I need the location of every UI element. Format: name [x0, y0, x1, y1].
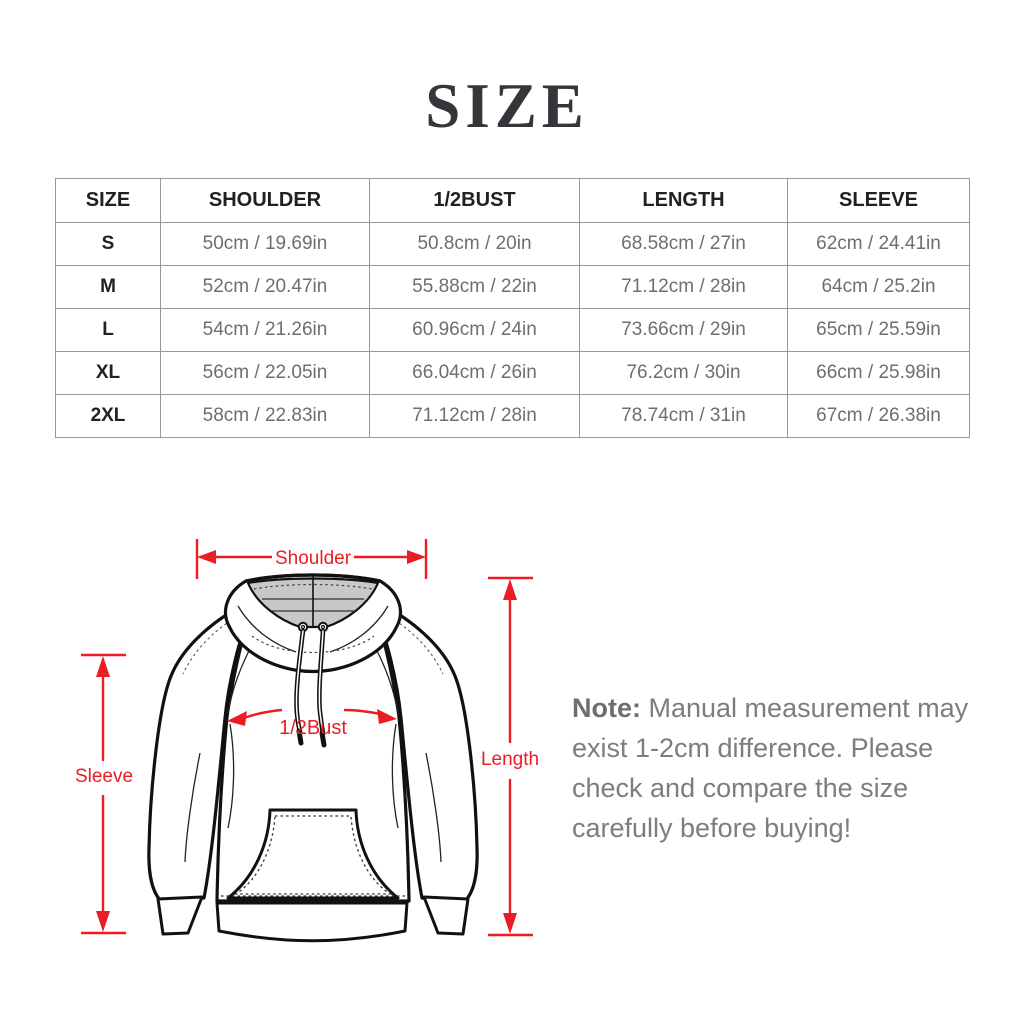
note-line: Note: Manual measurement may — [572, 688, 982, 728]
hoodie-hem-band — [215, 901, 409, 943]
length-cell: 76.2cm / 30in — [579, 351, 788, 395]
col-header-sleeve: SLEEVE — [787, 178, 970, 223]
shoulder-dimension — [195, 539, 428, 579]
collar-stitching — [251, 635, 375, 654]
drawstrings — [294, 628, 327, 748]
sleeve-dimension-label: Sleeve — [75, 766, 133, 787]
length-dimension — [488, 576, 533, 937]
sleeve-cell: 65cm / 25.59in — [787, 308, 970, 352]
hoodie-measurement-diagram: Shoulder Sleeve Length 1/2Bust — [75, 539, 539, 943]
hoodie-sleeves — [147, 598, 479, 904]
note-line: carefully before buying! — [572, 813, 852, 843]
shoulder-cell: 52cm / 20.47in — [160, 265, 370, 309]
table-row: M 52cm / 20.47in 55.88cm / 22in 71.12cm … — [55, 265, 970, 309]
note-text: Manual measurement may — [641, 693, 969, 723]
pocket-stitching — [233, 815, 393, 895]
note-line: exist 1-2cm difference. Please — [572, 733, 934, 763]
length-cell: 78.74cm / 31in — [579, 394, 788, 438]
shoulder-cell: 56cm / 22.05in — [160, 351, 370, 395]
hoodie-cuffs — [156, 895, 470, 936]
col-header-length: LENGTH — [579, 178, 788, 223]
shoulder-cell: 58cm / 22.83in — [160, 394, 370, 438]
size-cell: XL — [55, 351, 161, 395]
length-dimension-label: Length — [481, 749, 539, 770]
halfbust-cell: 55.88cm / 22in — [369, 265, 580, 309]
length-cell: 68.58cm / 27in — [579, 222, 788, 266]
size-cell: 2XL — [55, 394, 161, 438]
col-header-halfbust: 1/2BUST — [369, 178, 580, 223]
note-line: check and compare the size — [572, 773, 909, 803]
sleeve-cell: 64cm / 25.2in — [787, 265, 970, 309]
note-prefix: Note: — [572, 693, 641, 723]
halfbust-cell: 66.04cm / 26in — [369, 351, 580, 395]
measurement-note: Note: Manual measurement may exist 1-2cm… — [572, 688, 982, 848]
col-header-size: SIZE — [55, 178, 161, 223]
table-row: 2XL 58cm / 22.83in 71.12cm / 28in 78.74c… — [55, 394, 970, 438]
halfbust-cell: 50.8cm / 20in — [369, 222, 580, 266]
halfbust-dimension-label: 1/2Bust — [279, 717, 347, 739]
sleeve-cell: 66cm / 25.98in — [787, 351, 970, 395]
col-header-shoulder: SHOULDER — [160, 178, 370, 223]
halfbust-cell: 60.96cm / 24in — [369, 308, 580, 352]
halfbust-cell: 71.12cm / 28in — [369, 394, 580, 438]
page-title: SIZE — [425, 71, 589, 141]
shoulder-dimension-label: Shoulder — [275, 548, 352, 569]
sleeve-cell: 62cm / 24.41in — [787, 222, 970, 266]
table-row: XL 56cm / 22.05in 66.04cm / 26in 76.2cm … — [55, 351, 970, 395]
shoulder-cell: 54cm / 21.26in — [160, 308, 370, 352]
size-cell: L — [55, 308, 161, 352]
shoulder-cell: 50cm / 19.69in — [160, 222, 370, 266]
kangaroo-pocket — [226, 808, 400, 900]
table-header-row: SIZE SHOULDER 1/2BUST LENGTH SLEEVE — [55, 178, 970, 223]
sleeve-cell: 67cm / 26.38in — [787, 394, 970, 438]
cowl-fold-lines — [237, 605, 389, 653]
sleeve-dimension — [81, 653, 126, 935]
halfbust-dimension — [227, 708, 397, 726]
hood-lining-details — [253, 576, 373, 626]
hood-top-edge — [245, 573, 381, 583]
size-chart-table: SIZE SHOULDER 1/2BUST LENGTH SLEEVE S 50… — [55, 178, 970, 438]
size-cell: M — [55, 265, 161, 309]
table-row: L 54cm / 21.26in 60.96cm / 24in 73.66cm … — [55, 308, 970, 352]
size-cell: S — [55, 222, 161, 266]
length-cell: 71.12cm / 28in — [579, 265, 788, 309]
length-cell: 73.66cm / 29in — [579, 308, 788, 352]
table-row: S 50cm / 19.69in 50.8cm / 20in 68.58cm /… — [55, 222, 970, 266]
